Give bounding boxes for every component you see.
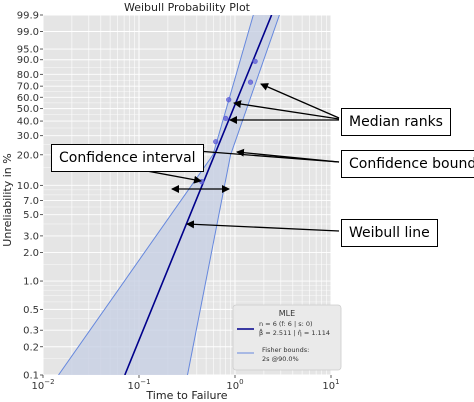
legend-bounds-line1: Fisher bounds: — [262, 346, 309, 354]
arrow-bounds-lower — [196, 147, 340, 163]
data-point — [252, 58, 258, 64]
y-tick-label: 60.0 — [17, 93, 39, 104]
y-tick-label: 80.0 — [17, 70, 39, 81]
callout-weibull-line: Weibull line — [341, 219, 438, 247]
y-tick-label: 99.9 — [17, 11, 39, 22]
x-tick-label: 10−1 — [127, 378, 150, 392]
weibull-fit-line-group — [124, 15, 273, 375]
y-tick-label: 50.0 — [17, 104, 39, 115]
weibull-fit-line — [124, 15, 273, 375]
x-axis-label: Time to Failure — [145, 389, 227, 402]
x-axis-ticks: 10−2 10−1 100 101 — [31, 375, 340, 392]
x-tick-label: 100 — [226, 378, 243, 392]
legend-box — [232, 304, 342, 371]
y-axis-label: Unreliability in % — [1, 153, 14, 246]
legend: MLE n = 6 (f: 6 | s: 0) β̂ = 2.511 | η̂ … — [232, 304, 342, 371]
y-tick-label: 99.0 — [17, 27, 39, 38]
data-point — [213, 139, 219, 145]
legend-title: MLE — [279, 309, 295, 318]
y-tick-label: 7.0 — [23, 196, 39, 207]
y-tick-label: 2.0 — [23, 248, 39, 259]
y-tick-label: 0.3 — [23, 326, 39, 337]
x-tick-label: 10−2 — [31, 378, 54, 392]
x-tick-label: 101 — [322, 378, 339, 392]
legend-fit-line2: β̂ = 2.511 | η̂ = 1.114 — [259, 328, 330, 337]
y-tick-label: 70.0 — [17, 82, 39, 93]
y-tick-label: 20.0 — [17, 150, 39, 161]
y-tick-label: 30.0 — [17, 131, 39, 142]
y-axis-ticks: 0.1 0.2 0.3 0.5 1.0 2.0 3.0 5.0 7.0 10.0 20.0 30.0 4… — [17, 11, 43, 382]
legend-fit-line1: n = 6 (f: 6 | s: 0) — [259, 320, 313, 328]
y-tick-label: 40.0 — [17, 117, 39, 128]
y-tick-label: 5.0 — [23, 210, 39, 221]
y-tick-label: 90.0 — [17, 55, 39, 66]
callout-confidence-bounds: Confidence bounds — [341, 150, 474, 178]
y-tick-label: 1.0 — [23, 277, 39, 288]
callout-median-ranks: Median ranks — [341, 108, 451, 136]
data-point — [247, 79, 254, 85]
legend-bounds-line2: 2s @90.0% — [262, 355, 299, 363]
arrow-median-rank-2 — [233, 100, 340, 120]
data-point — [223, 115, 229, 121]
y-tick-label: 10.0 — [17, 181, 39, 192]
data-point — [199, 179, 205, 185]
y-tick-label: 0.5 — [23, 305, 39, 316]
arrow-weibull-line — [186, 220, 340, 232]
lower-confidence-bound — [58, 15, 254, 375]
upper-confidence-bound — [187, 15, 280, 375]
callout-confidence-interval: Confidence interval — [51, 144, 204, 172]
y-tick-label: 95.0 — [17, 45, 39, 56]
y-tick-label: 0.1 — [23, 371, 39, 382]
y-tick-label: 3.0 — [23, 231, 39, 242]
arrow-median-rank-1 — [260, 83, 340, 119]
chart-title: Weibull Probability Plot — [124, 1, 251, 14]
y-tick-label: 0.2 — [23, 342, 39, 353]
data-point — [226, 97, 232, 103]
